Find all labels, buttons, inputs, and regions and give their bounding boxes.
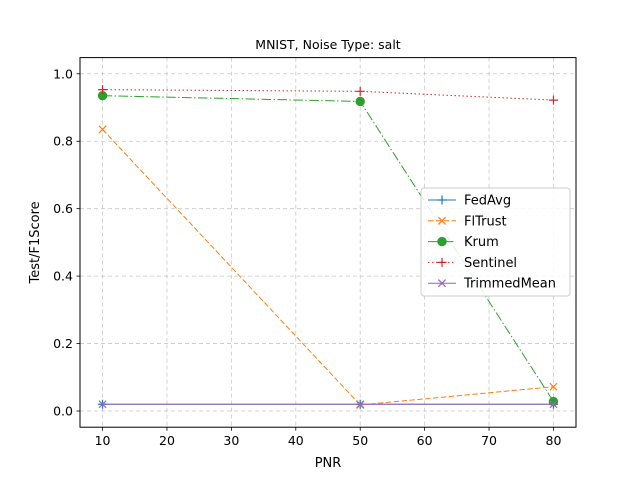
x-tick-label: 60 — [417, 433, 433, 448]
data-point-trimmedmean — [98, 400, 107, 409]
legend-marker-sentinel — [437, 257, 447, 267]
x-tick-label: 30 — [223, 433, 239, 448]
data-point-sentinel — [548, 95, 558, 105]
x-tick-label: 50 — [352, 433, 368, 448]
legend-label-trimmedmean: TrimmedMean — [463, 277, 556, 292]
data-point-sentinel — [98, 85, 108, 95]
data-point-fltrust — [98, 125, 107, 134]
y-tick-label: 1.0 — [53, 66, 73, 81]
data-point-trimmedmean — [549, 400, 558, 409]
legend-entry-fltrust: FlTrust — [428, 214, 507, 229]
y-tick-label: 0.8 — [53, 134, 73, 149]
x-tick-label: 10 — [95, 433, 111, 448]
axis-ticks: 10 20 30 40 50 60 70 80 0.0 0.2 0.4 0.6 0.8 1.0 — [53, 66, 561, 448]
x-axis-label: PNR — [315, 456, 342, 471]
data-point-sentinel — [355, 86, 365, 96]
legend-marker-fedavg — [437, 195, 447, 205]
legend-entry-fedavg: FedAvg — [428, 194, 511, 209]
y-tick-label: 0.6 — [53, 201, 73, 216]
legend-entry-sentinel: Sentinel — [428, 256, 517, 271]
y-axis-label: Test/F1Score — [28, 201, 43, 284]
legend-marker-trimmedmean — [437, 279, 447, 288]
legend-marker-krum — [437, 236, 447, 247]
y-tick-label: 0.2 — [53, 336, 73, 351]
series-line-fltrust — [102, 129, 554, 406]
legend-entry-krum: Krum — [428, 235, 499, 250]
series-line-sentinel — [102, 89, 554, 101]
chart-title: MNIST, Noise Type: salt — [255, 37, 401, 52]
x-tick-label: 70 — [481, 433, 497, 448]
x-tick-label: 80 — [546, 433, 562, 448]
legend-label-fltrust: FlTrust — [464, 214, 507, 229]
legend-label-fedavg: FedAvg — [464, 194, 511, 209]
series-trimmedmean — [98, 400, 558, 409]
y-tick-label: 0.4 — [53, 269, 73, 284]
plot-frame — [79, 57, 577, 428]
x-tick-label: 40 — [288, 433, 304, 448]
data-point-trimmedmean — [356, 400, 365, 409]
data-point-fltrust — [549, 382, 558, 391]
legend-label-krum: Krum — [464, 235, 499, 250]
legend: FedAvg FlTrust Krum Sentinel TrimmedMean — [420, 187, 571, 297]
legend-marker-fltrust — [437, 216, 447, 225]
legend-box — [420, 187, 571, 297]
grid — [80, 57, 576, 428]
data-point-krum — [355, 96, 365, 107]
y-tick-label: 0.0 — [53, 404, 73, 419]
legend-entry-trimmedmean: TrimmedMean — [428, 277, 556, 292]
series-lines — [97, 85, 559, 409]
legend-label-sentinel: Sentinel — [464, 256, 517, 271]
x-tick-label: 20 — [159, 433, 175, 448]
data-point-krum — [548, 396, 559, 407]
series-sentinel — [98, 85, 558, 105]
